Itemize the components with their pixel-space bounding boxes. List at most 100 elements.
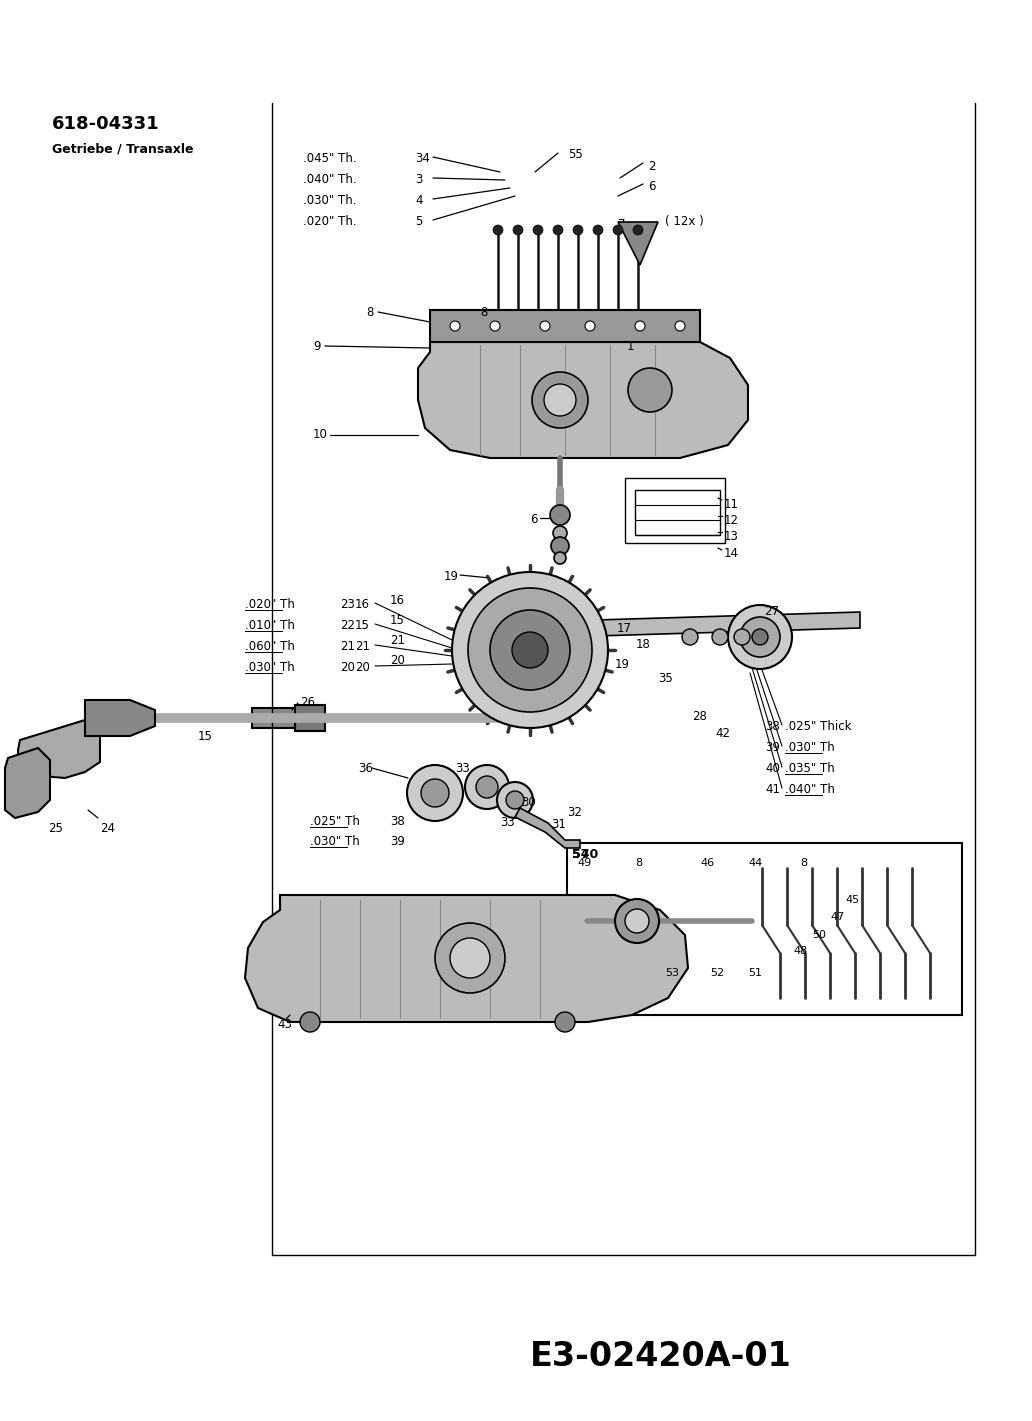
Text: .035" Th: .035" Th (785, 762, 835, 774)
Text: 30: 30 (521, 796, 536, 809)
Text: .030" Th.: .030" Th. (303, 195, 356, 207)
Text: 38: 38 (390, 816, 405, 828)
Circle shape (593, 225, 603, 234)
Text: 20: 20 (355, 661, 369, 674)
Text: 47: 47 (830, 912, 844, 922)
Text: ( 12x ): ( 12x ) (665, 215, 704, 227)
Circle shape (490, 321, 499, 331)
Text: .030" Th: .030" Th (310, 836, 360, 848)
Circle shape (452, 573, 608, 728)
Text: .025" Th: .025" Th (310, 816, 360, 828)
Circle shape (436, 924, 505, 993)
Circle shape (555, 1012, 575, 1032)
Text: 53: 53 (665, 968, 679, 978)
Text: .020" Th.: .020" Th. (303, 215, 357, 227)
Text: .020" Th: .020" Th (245, 598, 295, 611)
Circle shape (740, 617, 780, 657)
Circle shape (512, 632, 548, 668)
Text: 38: 38 (765, 720, 780, 733)
Circle shape (728, 605, 792, 669)
Circle shape (465, 764, 509, 809)
Bar (295, 705, 325, 730)
Text: 33: 33 (499, 816, 515, 828)
Text: 18: 18 (636, 638, 651, 651)
Text: 35: 35 (658, 672, 673, 685)
Text: 15: 15 (355, 620, 369, 632)
Text: 49: 49 (577, 858, 591, 868)
Circle shape (553, 225, 563, 234)
Text: .045" Th.: .045" Th. (303, 152, 357, 165)
Text: 39: 39 (765, 740, 780, 755)
Text: 25: 25 (49, 821, 63, 836)
Text: 12: 12 (724, 514, 739, 527)
Text: 21: 21 (340, 639, 355, 654)
Text: 21: 21 (355, 639, 370, 654)
Circle shape (675, 321, 685, 331)
Text: 7: 7 (618, 217, 625, 232)
Circle shape (533, 225, 543, 234)
Text: 8: 8 (366, 306, 374, 318)
Text: 570: 570 (572, 848, 599, 861)
Text: 22: 22 (340, 620, 355, 632)
Text: E3-02420A-01: E3-02420A-01 (530, 1340, 792, 1373)
Circle shape (613, 225, 623, 234)
Text: 15: 15 (198, 730, 213, 743)
Polygon shape (418, 342, 748, 458)
Text: 44: 44 (748, 858, 763, 868)
Circle shape (752, 630, 768, 645)
Circle shape (550, 504, 570, 524)
Circle shape (615, 899, 659, 944)
Text: 19: 19 (615, 658, 630, 671)
Polygon shape (515, 809, 580, 848)
Text: 55: 55 (568, 148, 583, 161)
Text: 34: 34 (415, 152, 430, 165)
Text: .040" Th.: .040" Th. (303, 173, 357, 186)
Circle shape (421, 779, 449, 807)
Circle shape (467, 588, 592, 712)
Polygon shape (530, 612, 860, 638)
Circle shape (533, 372, 588, 428)
Text: 2: 2 (648, 161, 655, 173)
Text: .030" Th: .030" Th (785, 740, 835, 755)
Text: 42: 42 (715, 728, 730, 740)
Text: 31: 31 (551, 818, 566, 831)
Text: 33: 33 (455, 762, 470, 774)
Circle shape (553, 526, 567, 540)
Polygon shape (85, 701, 155, 736)
Text: 23: 23 (340, 598, 355, 611)
Text: 6: 6 (530, 513, 538, 526)
Polygon shape (618, 222, 658, 264)
Text: 11: 11 (724, 497, 739, 512)
Bar (625, 477, 725, 543)
Text: 32: 32 (567, 806, 582, 818)
Circle shape (513, 225, 523, 234)
Text: 41: 41 (765, 783, 780, 796)
Text: 3: 3 (415, 173, 422, 186)
Text: 20: 20 (390, 654, 405, 666)
Circle shape (554, 551, 566, 564)
Text: 45: 45 (845, 895, 859, 905)
Polygon shape (430, 310, 700, 342)
Circle shape (625, 909, 649, 934)
Text: 19: 19 (444, 570, 459, 583)
Text: .030" Th: .030" Th (245, 661, 295, 674)
Text: 1: 1 (627, 340, 635, 352)
Text: 20: 20 (340, 661, 355, 674)
Polygon shape (5, 747, 50, 818)
Text: 46: 46 (700, 858, 714, 868)
Circle shape (490, 610, 570, 691)
Text: 52: 52 (710, 968, 724, 978)
Circle shape (300, 1012, 320, 1032)
Text: 15: 15 (390, 614, 405, 627)
Circle shape (585, 321, 595, 331)
Text: 9: 9 (313, 340, 321, 352)
Text: 24: 24 (100, 821, 115, 836)
Text: 48: 48 (793, 946, 807, 956)
Text: Getriebe / Transaxle: Getriebe / Transaxle (52, 142, 194, 155)
Text: .025" Thick: .025" Thick (785, 720, 851, 733)
Circle shape (450, 321, 460, 331)
Text: 8: 8 (480, 306, 487, 318)
Circle shape (540, 321, 550, 331)
Polygon shape (245, 895, 688, 1022)
Text: 51: 51 (748, 968, 762, 978)
